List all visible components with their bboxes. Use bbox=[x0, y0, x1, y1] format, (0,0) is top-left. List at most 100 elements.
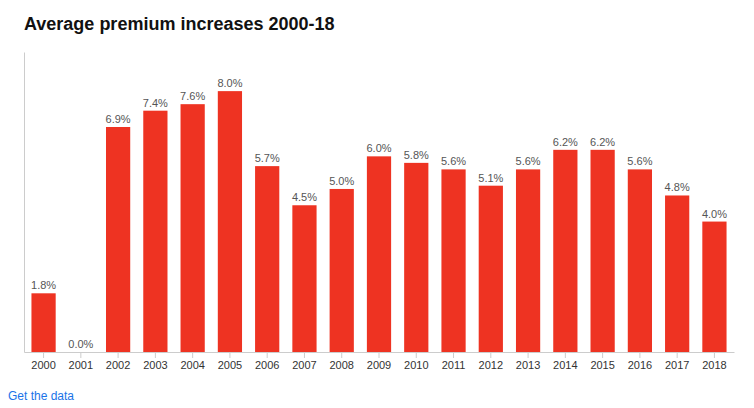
tick-mark bbox=[267, 352, 268, 358]
tick: 2014 bbox=[553, 352, 577, 371]
tick: 2009 bbox=[367, 352, 391, 371]
tick-mark bbox=[416, 352, 417, 358]
tick-mark bbox=[639, 352, 640, 358]
bar bbox=[591, 150, 615, 352]
tick-mark bbox=[229, 352, 230, 358]
bar bbox=[665, 195, 689, 352]
data-label: 7.6% bbox=[180, 90, 205, 102]
tick: 2013 bbox=[516, 352, 540, 371]
bar bbox=[292, 205, 316, 352]
tick-label: 2016 bbox=[628, 359, 652, 371]
tick-mark bbox=[714, 352, 715, 358]
data-label: 6.0% bbox=[366, 142, 391, 154]
data-label: 4.0% bbox=[702, 208, 727, 220]
tick-mark bbox=[490, 352, 491, 358]
data-label: 4.8% bbox=[665, 181, 690, 193]
tick: 2012 bbox=[479, 352, 503, 371]
tick-label: 2009 bbox=[367, 359, 391, 371]
data-label: 5.7% bbox=[255, 152, 280, 164]
bar bbox=[31, 293, 55, 352]
tick: 2008 bbox=[329, 352, 353, 371]
tick-mark bbox=[565, 352, 566, 358]
tick-mark bbox=[43, 352, 44, 358]
bar bbox=[181, 104, 205, 352]
bar bbox=[218, 91, 242, 352]
tick: 2015 bbox=[590, 352, 614, 371]
tick-label: 2015 bbox=[590, 359, 614, 371]
tick-mark bbox=[304, 352, 305, 358]
footer: Get the data bbox=[8, 389, 74, 403]
bar bbox=[143, 111, 167, 352]
title: Average premium increases 2000-18 bbox=[24, 14, 335, 34]
tick-mark bbox=[80, 352, 81, 358]
tick-label: 2007 bbox=[292, 359, 316, 371]
bar bbox=[702, 222, 726, 352]
tick-mark bbox=[528, 352, 529, 358]
bar bbox=[553, 150, 577, 352]
tick-mark bbox=[677, 352, 678, 358]
plot: 1.8%0.0%6.9%7.4%7.6%8.0%5.7%4.5%5.0%6.0%… bbox=[25, 53, 735, 371]
tick: 2000 bbox=[31, 352, 55, 371]
data-label: 6.2% bbox=[553, 136, 578, 148]
chart: Average premium increases 2000-18 1.8% 0.0… bbox=[0, 0, 754, 408]
data-labels: 1.8%0.0%6.9%7.4%7.6%8.0%5.7%4.5%5.0%6.0%… bbox=[31, 77, 727, 350]
data-label: 5.6% bbox=[516, 155, 541, 167]
y-axis-line bbox=[24, 53, 25, 353]
data-label: 5.6% bbox=[627, 155, 652, 167]
tick-mark bbox=[155, 352, 156, 358]
tick-mark bbox=[192, 352, 193, 358]
data-label: 7.4% bbox=[143, 97, 168, 109]
data-label: 1.8% bbox=[31, 279, 56, 291]
tick-mark bbox=[341, 352, 342, 358]
data-label: 5.0% bbox=[329, 175, 354, 187]
tick: 2016 bbox=[628, 352, 652, 371]
tick: 2002 bbox=[106, 352, 130, 371]
data-label: 6.2% bbox=[590, 136, 615, 148]
bar bbox=[255, 166, 279, 352]
tick-label: 2005 bbox=[218, 359, 242, 371]
tick: 2005 bbox=[218, 352, 242, 371]
tick: 2004 bbox=[180, 352, 204, 371]
tick: 2001 bbox=[69, 352, 93, 371]
tick-label: 2001 bbox=[69, 359, 93, 371]
x-axis: 2000 2001 2002 2003 2004 2005 2006 2007 2008 2009… bbox=[25, 352, 735, 371]
tick-mark bbox=[379, 352, 380, 358]
bar bbox=[479, 186, 503, 352]
data-label: 4.5% bbox=[292, 191, 317, 203]
tick-label: 2014 bbox=[553, 359, 577, 371]
tick-label: 2011 bbox=[442, 359, 466, 371]
tick: 2017 bbox=[665, 352, 689, 371]
data-label: 5.6% bbox=[441, 155, 466, 167]
tick-label: 2012 bbox=[479, 359, 503, 371]
tick-mark bbox=[602, 352, 603, 358]
tick-label: 2000 bbox=[31, 359, 55, 371]
tick-label: 2018 bbox=[702, 359, 726, 371]
tick-label: 2003 bbox=[143, 359, 167, 371]
tick: 2010 bbox=[404, 352, 428, 371]
bar bbox=[367, 156, 391, 352]
tick-label: 2004 bbox=[180, 359, 204, 371]
bar bbox=[69, 352, 93, 353]
tick-mark bbox=[453, 352, 454, 358]
tick-label: 2008 bbox=[329, 359, 353, 371]
bar bbox=[330, 189, 354, 352]
tick: 2006 bbox=[255, 352, 279, 371]
tick: 2003 bbox=[143, 352, 167, 371]
tick: 2018 bbox=[702, 352, 726, 371]
bar bbox=[404, 163, 428, 352]
bar bbox=[628, 169, 652, 352]
tick-label: 2013 bbox=[516, 359, 540, 371]
bar bbox=[106, 127, 130, 352]
tick: 2007 bbox=[292, 352, 316, 371]
data-label: 5.1% bbox=[478, 172, 503, 184]
tick-mark bbox=[118, 352, 119, 358]
tick-label: 2002 bbox=[106, 359, 130, 371]
y-axis bbox=[24, 53, 25, 353]
data-label: 0.0% bbox=[68, 338, 93, 350]
bar bbox=[441, 169, 465, 352]
tick: 2011 bbox=[442, 352, 466, 371]
data-label: 5.8% bbox=[404, 149, 429, 161]
tick-label: 2006 bbox=[255, 359, 279, 371]
bars bbox=[31, 91, 726, 352]
data-label: 8.0% bbox=[217, 77, 242, 89]
